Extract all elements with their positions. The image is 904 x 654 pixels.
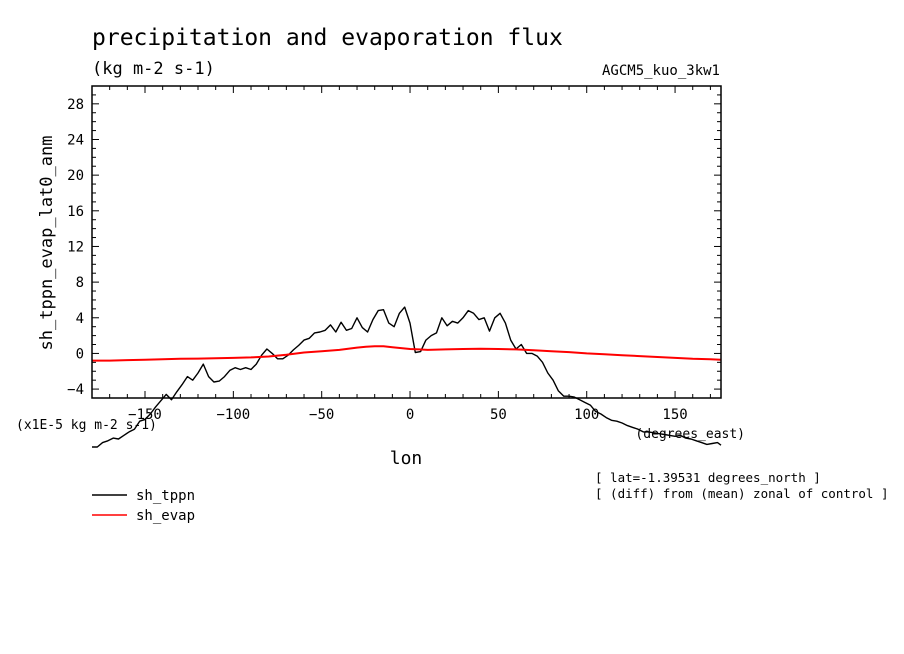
x-tick-label: −50 bbox=[309, 407, 334, 423]
chart-subtitle: (kg m-2 s-1) bbox=[92, 59, 215, 79]
y-tick-label: 4 bbox=[76, 311, 84, 327]
legend-label-sh-evap: sh_evap bbox=[136, 508, 195, 524]
x-axis-units: (degrees_east) bbox=[635, 427, 745, 442]
y-tick-label: 12 bbox=[67, 239, 84, 255]
x-axis-ticks: −150 −100 −50 0 50 100 150 bbox=[109, 86, 711, 423]
plot-area: −150 −100 −50 0 50 100 150 −4 0 4 8 12 16 20 24 28 bbox=[67, 85, 722, 448]
series-line-sh-tppn bbox=[92, 306, 722, 448]
x-tick-label: 150 bbox=[662, 407, 687, 423]
x-tick-label: 0 bbox=[406, 407, 414, 423]
y-axis-label: sh_tppn_evap_lat0_anm bbox=[37, 136, 57, 351]
y-tick-label: 20 bbox=[67, 168, 84, 184]
y-tick-label: 8 bbox=[76, 275, 84, 291]
series-line-sh-evap bbox=[92, 345, 722, 362]
y-scale-note: (x1E-5 kg m-2 s-1) bbox=[16, 418, 157, 433]
x-tick-label: 100 bbox=[574, 407, 599, 423]
plot-frame bbox=[91, 85, 722, 399]
legend-item-sh-tppn: sh_tppn bbox=[92, 488, 195, 504]
x-tick-label: −100 bbox=[216, 407, 250, 423]
y-tick-label: 24 bbox=[67, 132, 84, 148]
y-tick-label: 0 bbox=[76, 346, 84, 362]
y-tick-label: 16 bbox=[67, 204, 84, 220]
legend: sh_tppn sh_evap bbox=[92, 488, 195, 524]
annotation-lat: [ lat=-1.39531 degrees_north ] bbox=[595, 470, 821, 485]
x-tick-label: 50 bbox=[490, 407, 507, 423]
annotation-diff: [ (diff) from (mean) zonal of control ] bbox=[595, 486, 889, 501]
legend-item-sh-evap: sh_evap bbox=[92, 508, 195, 524]
legend-label-sh-tppn: sh_tppn bbox=[136, 488, 195, 504]
series-layer bbox=[92, 306, 722, 448]
y-axis-ticks: −4 0 4 8 12 16 20 24 28 bbox=[67, 85, 721, 398]
y-tick-label: 28 bbox=[67, 97, 84, 113]
chart-title: precipitation and evaporation flux bbox=[92, 25, 563, 51]
x-axis-label: lon bbox=[390, 448, 423, 469]
x-tick-label: −150 bbox=[128, 407, 162, 423]
y-tick-label: −4 bbox=[67, 382, 84, 398]
model-label: AGCM5_kuo_3kw1 bbox=[602, 63, 720, 79]
